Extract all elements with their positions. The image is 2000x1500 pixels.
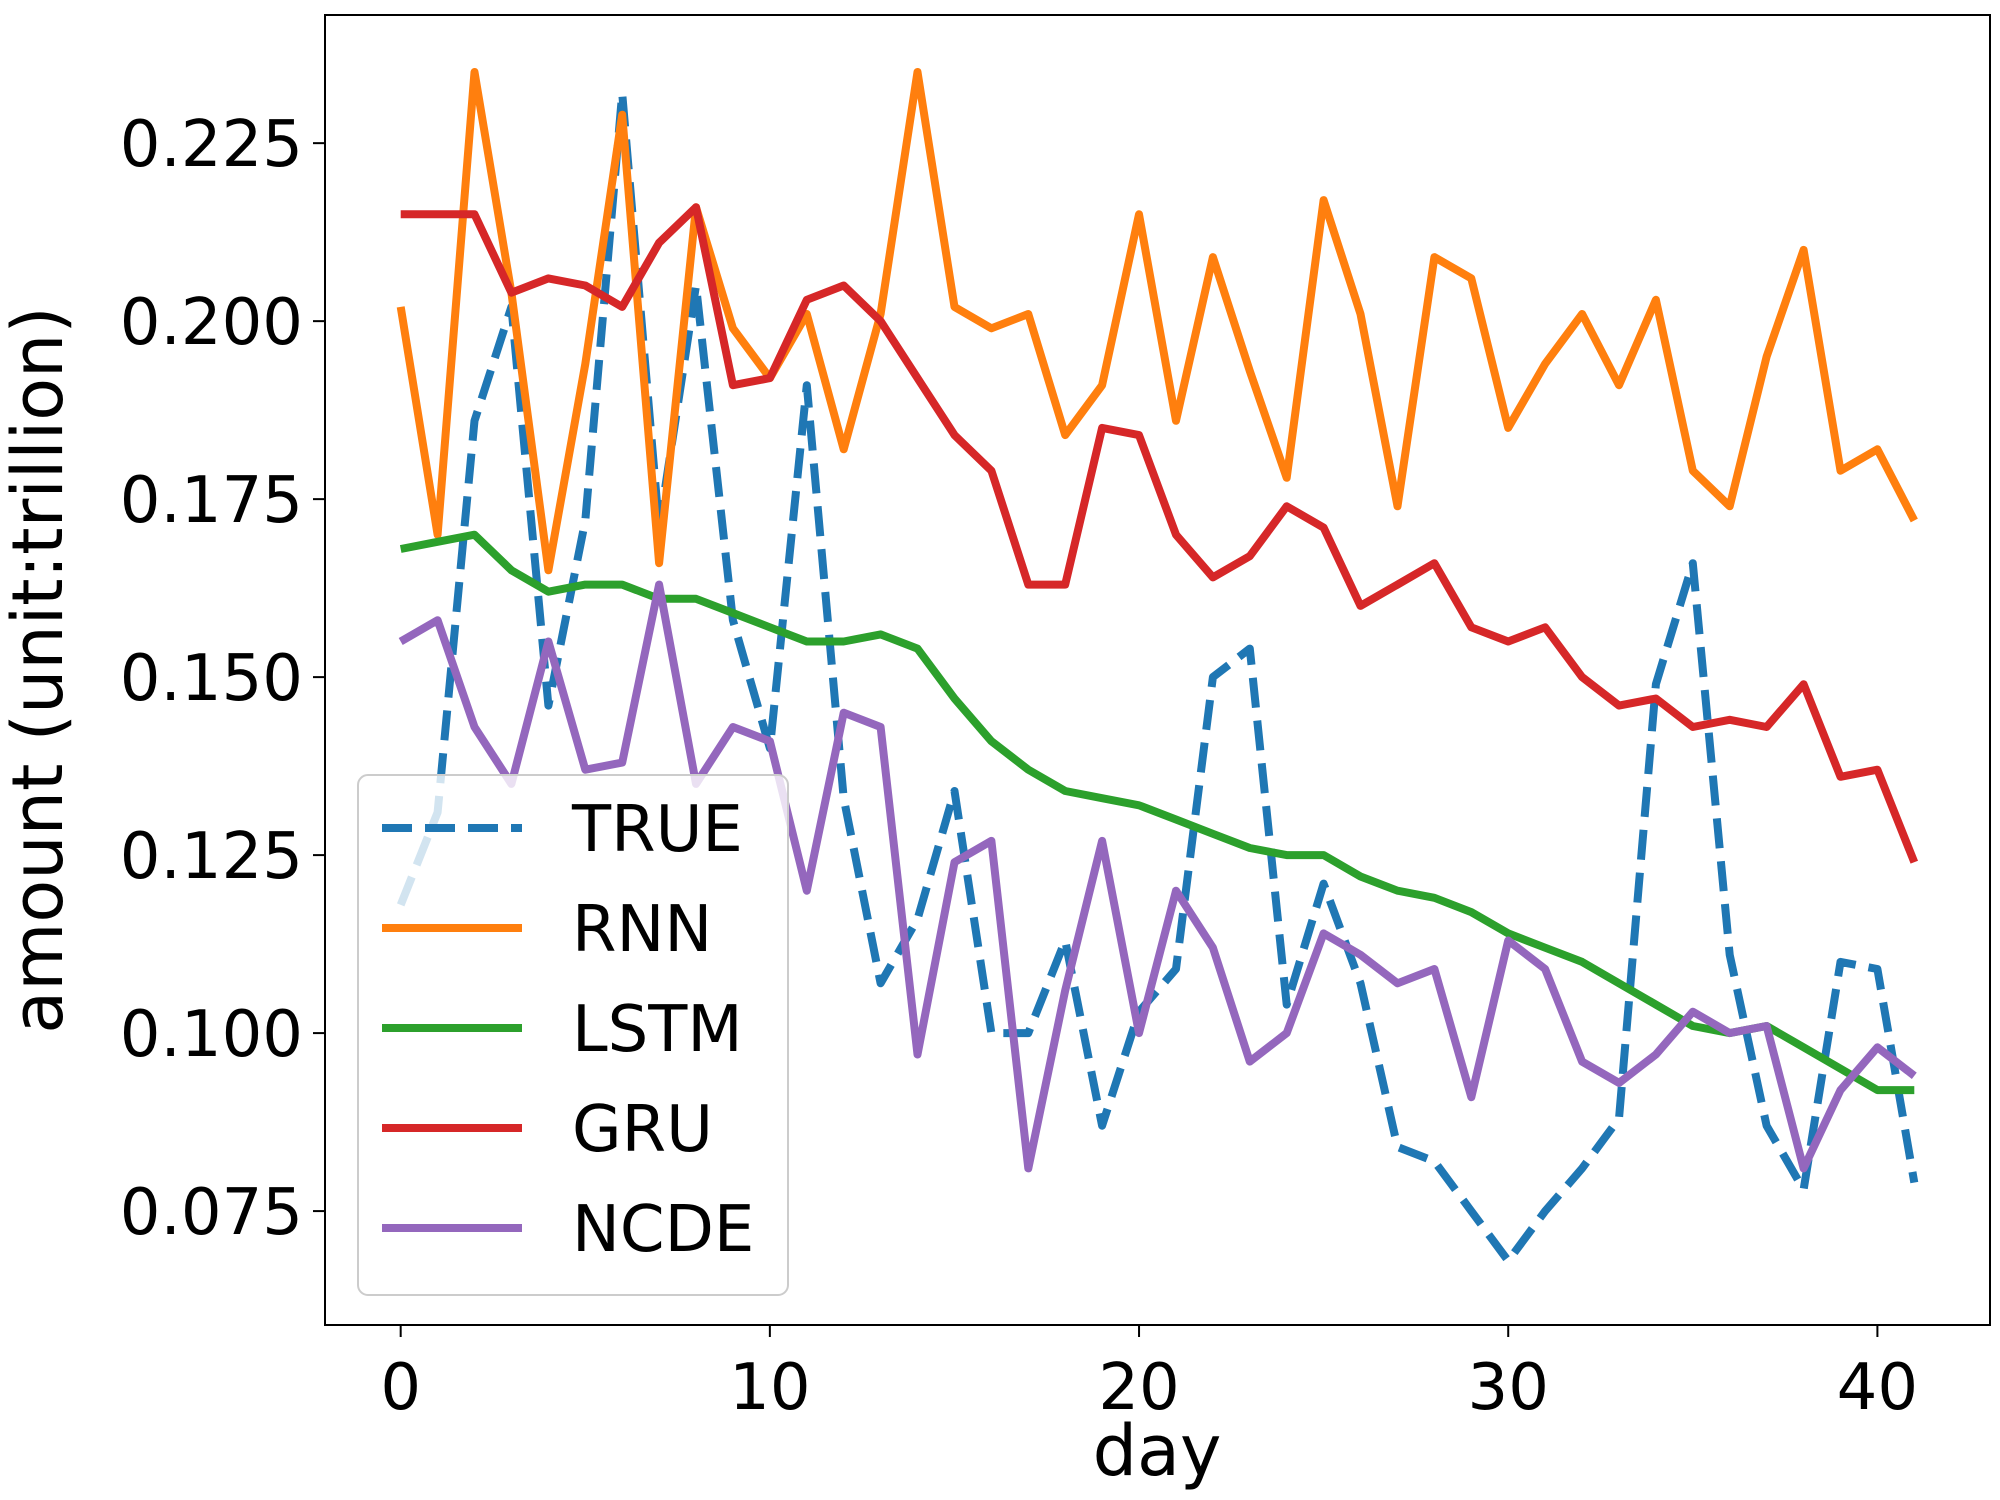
legend-label-true: TRUE bbox=[571, 793, 743, 867]
y-axis: 0.075 0.100 0.125 0.150 0.175 0.200 0.225 bbox=[120, 108, 325, 1250]
x-tick-label: 40 bbox=[1837, 1351, 1918, 1425]
series-line-ncde bbox=[398, 580, 1917, 1173]
x-tick-label: 30 bbox=[1468, 1351, 1549, 1425]
y-tick-label: 0.100 bbox=[120, 998, 303, 1072]
series-lines bbox=[396, 68, 1919, 1265]
y-tick-label: 0.075 bbox=[120, 1176, 303, 1250]
x-tick-label: 10 bbox=[729, 1351, 810, 1425]
legend: TRUE RNN LSTM GRU NCDE bbox=[357, 774, 789, 1296]
x-axis-title: day bbox=[1093, 1410, 1222, 1492]
legend-label-rnn: RNN bbox=[572, 893, 712, 967]
legend-label-gru: GRU bbox=[572, 1093, 713, 1167]
legend-box bbox=[357, 774, 789, 1296]
x-axis: 0 10 20 30 40 bbox=[380, 1325, 1918, 1425]
legend-label-lstm: LSTM bbox=[572, 993, 743, 1067]
x-tick-label: 20 bbox=[1098, 1351, 1179, 1425]
legend-label-ncde: NCDE bbox=[572, 1193, 754, 1267]
y-tick-label: 0.175 bbox=[120, 464, 303, 538]
plot-area-frame bbox=[324, 14, 1991, 1326]
y-tick-label: 0.150 bbox=[120, 642, 303, 716]
y-tick-label: 0.125 bbox=[120, 820, 303, 894]
y-tick-label: 0.225 bbox=[120, 108, 303, 182]
series-line-rnn bbox=[396, 68, 1918, 575]
y-tick-label: 0.200 bbox=[120, 286, 303, 360]
series-line-gru bbox=[400, 203, 1919, 864]
y-axis-title: amount (unit:trillion) bbox=[0, 306, 79, 1033]
x-tick-label: 0 bbox=[380, 1351, 421, 1425]
